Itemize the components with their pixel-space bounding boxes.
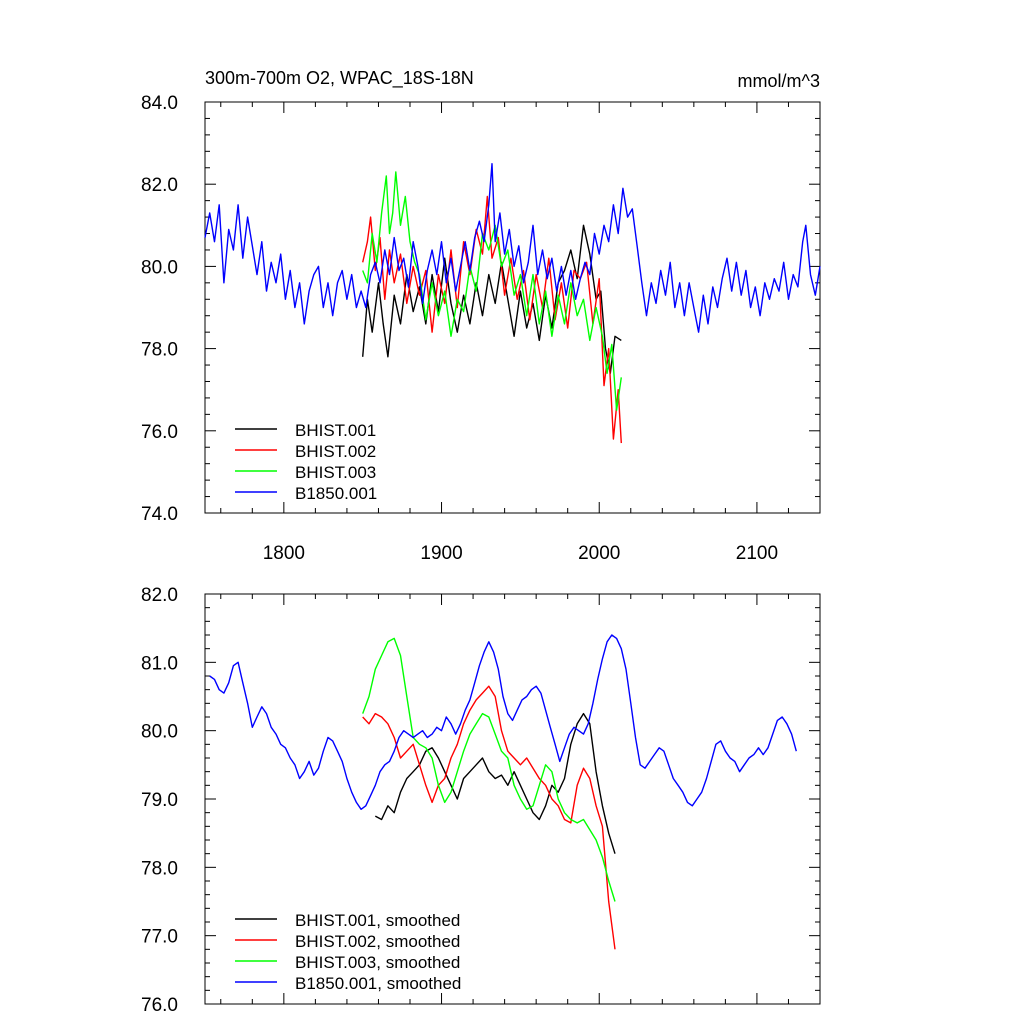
- x-tick-label: 2000: [578, 543, 620, 564]
- series-bhist-002-smoothed: [362, 685, 616, 950]
- units-label: mmol/m^3: [738, 71, 820, 91]
- chart-title: 300m-700m O2, WPAC_18S-18N: [205, 68, 474, 89]
- series-bhist-003-smoothed: [362, 637, 616, 902]
- series-bhist-001: [362, 224, 622, 374]
- legend-label: B1850.001: [295, 484, 377, 503]
- series-bhist-001-smoothed: [374, 712, 616, 854]
- x-tick-label: 2100: [736, 543, 778, 564]
- legend-label: BHIST.003, smoothed: [295, 953, 460, 972]
- y-tick-label: 74.0: [141, 504, 178, 525]
- x-tick-label: 1800: [263, 543, 305, 564]
- y-tick-label: 81.0: [141, 653, 178, 674]
- x-tick-label: 1900: [420, 543, 462, 564]
- y-tick-label: 80.0: [141, 722, 178, 743]
- series-b1850-001-smoothed: [209, 634, 797, 810]
- series-bhist-002: [362, 195, 622, 444]
- plot-frame: [204, 101, 821, 514]
- legend-label: BHIST.002, smoothed: [295, 932, 460, 951]
- y-tick-label: 78.0: [141, 340, 178, 361]
- legend-label: BHIST.002: [295, 442, 376, 461]
- y-tick-label: 76.0: [141, 422, 178, 443]
- y-tick-label: 80.0: [141, 257, 178, 278]
- y-tick-label: 79.0: [141, 790, 178, 811]
- y-tick-label: 78.0: [141, 858, 178, 879]
- y-tick-label: 82.0: [141, 175, 178, 196]
- y-tick-label: 77.0: [141, 927, 178, 948]
- legend-label: B1850.001, smoothed: [295, 974, 461, 993]
- legend-label: BHIST.001, smoothed: [295, 911, 460, 930]
- y-tick-label: 76.0: [141, 995, 178, 1016]
- legend-label: BHIST.001: [295, 421, 376, 440]
- legend-label: BHIST.003: [295, 463, 376, 482]
- bottom-panel: 76.0 77.0 78.0 79.0 80.0 81.0 82.0 BHIST.001, s…: [141, 585, 821, 1016]
- top-panel: 300m-700m O2, WPAC_18S-18N mmol/m^3 74.0…: [141, 68, 821, 564]
- y-tick-label: 84.0: [141, 93, 178, 114]
- series-b1850-001: [204, 162, 821, 333]
- y-tick-label: 82.0: [141, 585, 178, 606]
